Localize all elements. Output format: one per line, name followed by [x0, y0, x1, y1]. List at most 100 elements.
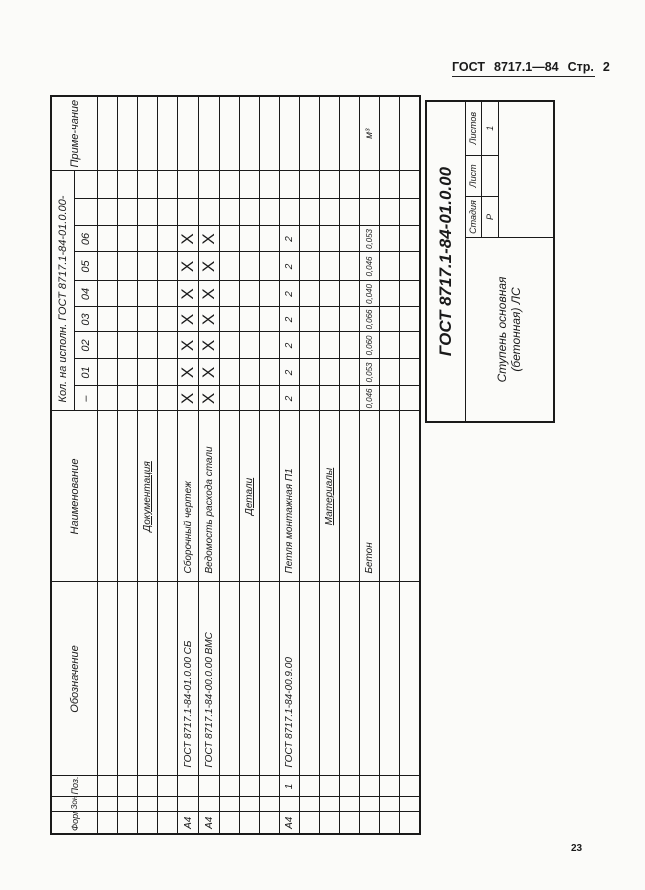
cell-qty [299, 359, 320, 386]
cell-designation [117, 582, 138, 776]
cell-qty [319, 359, 340, 386]
cell-qty [239, 199, 260, 226]
cell-qty: 0,040 [359, 281, 380, 307]
cell-pos [319, 776, 340, 797]
sheets-value: 1 [481, 101, 499, 156]
cell-pos [137, 776, 158, 797]
cell-qty [117, 332, 138, 359]
cross-mark: X [177, 252, 199, 281]
cell-qty [219, 252, 240, 281]
table-row [299, 95, 320, 834]
cell-qty [117, 226, 138, 252]
title-block-name-line2: (бетонная) ЛС [509, 287, 523, 372]
cell-name [259, 411, 280, 582]
cell-qty: 2 [279, 359, 300, 386]
specification-sheet: Форм. Зона Поз. Обозначение Наименование… [50, 94, 557, 835]
cell-qty [299, 386, 320, 411]
cell-qty [379, 226, 400, 252]
cell-qty [117, 281, 138, 307]
cell-zone [198, 797, 220, 812]
cell-qty: 2 [279, 307, 300, 332]
cell-qty: 2 [279, 226, 300, 252]
cell-qty [137, 359, 158, 386]
cell-qty [319, 332, 340, 359]
cell-name: Петля монтажная П1 [279, 411, 300, 582]
cell-qty: 0,053 [359, 359, 380, 386]
cell-zone [157, 797, 178, 812]
section-heading: Материалы [324, 467, 335, 526]
cell-qty [137, 307, 158, 332]
cell-qty [239, 252, 260, 281]
page-header: ГОСТ 8717.1—84 Стр. 2 [452, 60, 610, 77]
cell-name: Детали [239, 411, 260, 582]
cell-qty [137, 332, 158, 359]
header-qty-variant: 01 [74, 359, 98, 386]
cell-qty [117, 307, 138, 332]
cell-pos [157, 776, 178, 797]
cell-note [259, 95, 280, 171]
cell-note [319, 95, 340, 171]
cell-pos [359, 776, 380, 797]
cell-qty [259, 307, 280, 332]
cell-qty [339, 252, 360, 281]
cell-name: Документация [137, 411, 158, 582]
cell-qty [299, 252, 320, 281]
cell-qty [117, 359, 138, 386]
cell-zone [219, 797, 240, 812]
cross-mark: X [198, 332, 220, 359]
cell-qty [97, 199, 118, 226]
cell-qty [219, 359, 240, 386]
cell-qty [339, 307, 360, 332]
cell-designation [339, 582, 360, 776]
cell-qty [259, 170, 280, 199]
cell-qty [137, 252, 158, 281]
stage-label: Стадия [465, 196, 482, 238]
header-note: Приме-чание [51, 95, 98, 171]
cell-note [239, 95, 260, 171]
cell-zone [319, 797, 340, 812]
header-qty-variant [74, 199, 98, 226]
cell-format [117, 812, 138, 834]
title-block: ГОСТ 8717.1-84-01.0.00 Ступень основная … [425, 100, 555, 423]
cell-qty [259, 359, 280, 386]
cell-qty [299, 226, 320, 252]
cell-qty [239, 386, 260, 411]
cell-qty [198, 170, 220, 199]
cross-mark: X [198, 226, 220, 252]
cell-zone [239, 797, 260, 812]
cell-note [177, 95, 199, 171]
table-row: Бетон 0,046 0,053 0,060 0,066 0,040 0,046 0,053… [359, 95, 380, 834]
cell-format [259, 812, 280, 834]
cell-designation [319, 582, 340, 776]
cell-name [299, 411, 320, 582]
header-format: Форм. [51, 812, 98, 834]
cell-format: А4 [279, 812, 300, 834]
cell-zone [137, 797, 158, 812]
cell-qty [157, 281, 178, 307]
cell-designation [137, 582, 158, 776]
cell-note: м³ [359, 95, 380, 171]
cell-qty [239, 281, 260, 307]
cell-qty [219, 199, 240, 226]
cell-qty [157, 386, 178, 411]
cell-pos: 1 [279, 776, 300, 797]
cell-qty [97, 226, 118, 252]
cell-name [117, 411, 138, 582]
cell-name [379, 411, 400, 582]
cell-designation: ГОСТ 8717.1-84-01.0.00 СБ [177, 582, 199, 776]
cell-designation [239, 582, 260, 776]
cell-qty [239, 226, 260, 252]
page-value: 2 [602, 60, 610, 74]
cell-qty [399, 252, 420, 281]
cell-pos [177, 776, 199, 797]
cell-qty [319, 199, 340, 226]
cell-pos [198, 776, 220, 797]
cell-qty: 0,060 [359, 332, 380, 359]
cell-format [379, 812, 400, 834]
cell-name: Бетон [359, 411, 380, 582]
cell-qty [259, 332, 280, 359]
table-row [259, 95, 280, 834]
cell-note [299, 95, 320, 171]
cross-mark: X [177, 386, 199, 411]
cell-name: Материалы [319, 411, 340, 582]
